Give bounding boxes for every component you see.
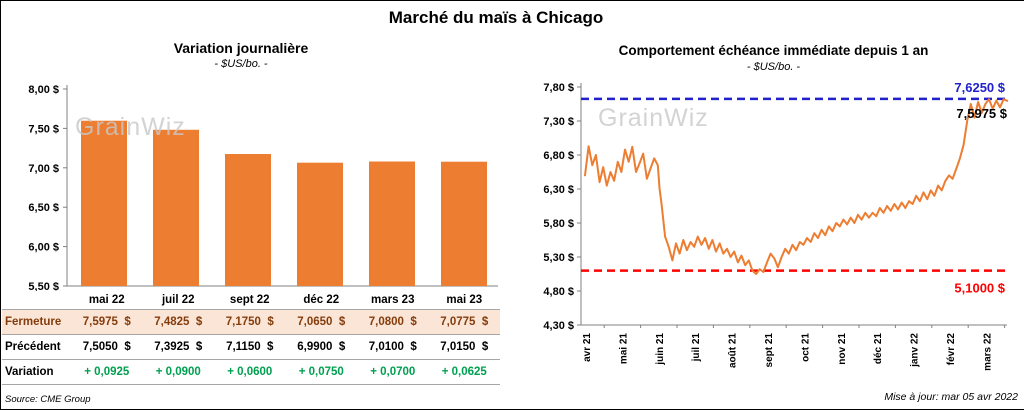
x-tick-label: avr 21 [582,333,593,362]
value-cell: 7,4825 $ [142,309,214,335]
x-tick-label: juil 21 [691,333,702,363]
source-note: Source: CME Group [5,394,91,405]
row-precedent: Précédent 7,5050 $7,3925 $7,1150 $6,9900 … [2,334,500,360]
update-note: Mise à jour: mar 05 avr 2022 [884,391,1018,403]
x-tick-label: oct 21 [800,333,811,362]
grainwiz-watermark: GrainWiz [598,104,709,132]
category-label: déc 22 [303,293,340,306]
y-tick-label: 4,30 $ [543,320,574,332]
value-cell: 7,0800 $ [357,309,429,335]
value-cell: + 0,0700 [357,359,429,385]
category-label: mai 22 [88,293,125,306]
value-cell: 7,0100 $ [357,334,429,360]
x-tick-label: janv 22 [910,333,921,368]
value-cell: + 0,0925 [71,359,143,385]
y-tick-label: 4,80 $ [543,286,574,298]
value-cell: 7,0650 $ [285,309,357,335]
y-tick-label: 5,30 $ [543,252,574,264]
reference-label: 7,6250 $ [954,80,1005,95]
y-tick-label: 5,80 $ [543,218,574,230]
value-cell: + 0,0900 [142,359,214,385]
bar-chart-title: Variation journalière [173,40,309,56]
y-tick-label: 6,30 $ [543,184,574,196]
x-tick-label: juin 21 [655,333,666,366]
row-label: Fermeture [2,309,71,335]
x-tick-label: mai 21 [618,333,629,365]
line-chart-title: Comportement échéance immédiate depuis 1… [618,43,929,58]
row-fermeture: Fermeture 7,5975 $7,4825 $7,1750 $7,0650 … [2,309,500,335]
bar-déc 22 [297,162,343,286]
bar-mai 23 [441,161,487,286]
value-cell: 7,3925 $ [142,334,214,360]
y-tick-label: 7,30 $ [543,116,574,128]
y-tick-label: 6,50 $ [28,202,59,214]
corner-cell [2,290,71,310]
line-chart-subtitle: - $US/bo. - [746,61,801,73]
value-cell: 6,9900 $ [285,334,357,360]
value-cell: 7,0150 $ [428,334,500,360]
page-title: Marché du maïs à Chicago [388,8,604,27]
price-table: mai 22 juil 22 sept 22 déc 22 mars 23 mai 23 F… [2,290,500,385]
bar-chart-subtitle: - $US/bo. - [214,58,268,70]
x-tick-label: août 21 [728,333,739,368]
price-line [584,98,1009,275]
x-tick-label: nov 21 [837,333,848,365]
grainwiz-watermark: GrainWiz [75,113,186,141]
bar-mai 22 [81,120,127,286]
bar-juil 22 [153,129,199,286]
x-tick-label: sept 21 [764,333,775,368]
value-cell: 7,5975 $ [71,309,143,335]
x-tick-label: déc 21 [873,333,884,365]
reference-label: 5,1000 $ [954,281,1005,296]
y-tick-label: 5,50 $ [28,281,59,291]
x-tick-label: févr 22 [946,333,957,366]
value-cell: + 0,0625 [428,359,500,385]
bar-sept 22 [225,154,271,286]
y-tick-label: 7,50 $ [28,123,59,135]
category-label: mars 23 [371,293,415,306]
row-label: Variation [2,359,71,385]
category-label: mai 23 [446,293,483,306]
daily-variation-bar-chart: 5,50 $ 6,00 $ 6,50 $ 7,00 $ 7,50 $ 8,00 $ [28,84,498,291]
category-label: juil 22 [161,293,195,306]
y-tick-label: 6,00 $ [28,242,59,254]
category-header-row: mai 22 juil 22 sept 22 déc 22 mars 23 mai 23 [2,290,500,310]
x-tick-label: mars 22 [982,333,993,371]
y-tick-label: 6,80 $ [543,150,574,162]
value-cell: + 0,0600 [214,359,286,385]
value-cell: 7,1750 $ [214,309,286,335]
bar-mars 23 [369,161,415,286]
value-cell: 7,1150 $ [214,334,286,360]
value-cell: + 0,0750 [285,359,357,385]
value-cell: 7,5050 $ [71,334,143,360]
category-label: sept 22 [229,293,270,306]
y-tick-label: 8,00 $ [28,84,59,96]
row-label: Précédent [2,334,71,360]
y-tick-label: 7,80 $ [543,82,574,94]
front-month-line-chart: 4,30 $ 4,80 $ 5,30 $ 5,80 $ 6,30 $ 6,80 $ 7,30… [543,80,1009,371]
y-tick-label: 7,00 $ [28,163,59,175]
last-price-label: 7,5975 $ [956,106,1007,121]
value-cell: 7,0775 $ [428,309,500,335]
row-variation: Variation + 0,0925 + 0,0900 + 0,0600 + 0,075… [2,359,500,385]
